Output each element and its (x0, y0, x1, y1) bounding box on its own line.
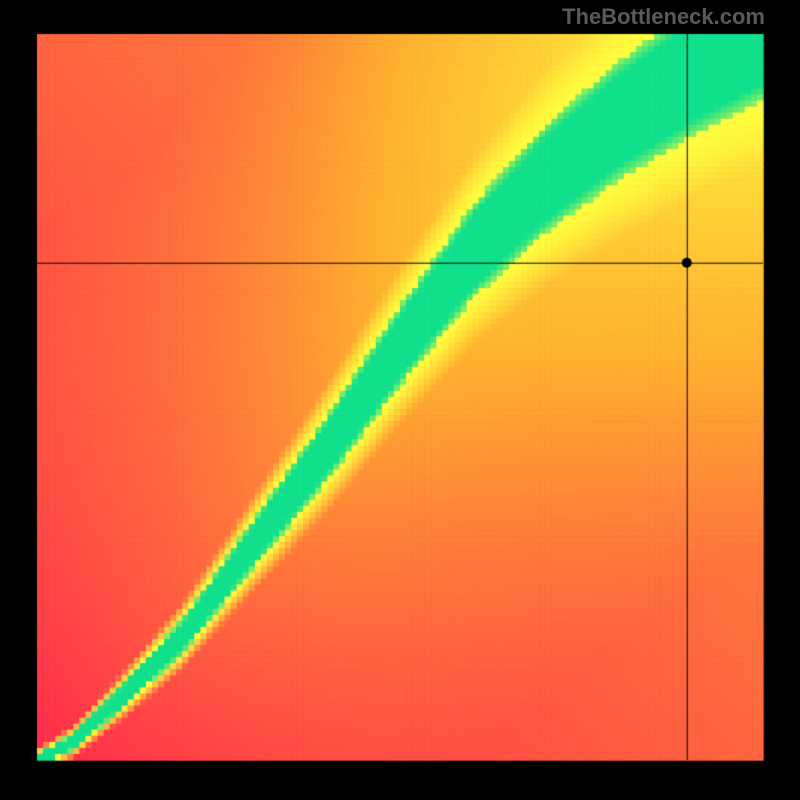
bottleneck-heatmap (0, 0, 800, 800)
attribution-text: TheBottleneck.com (562, 4, 765, 30)
chart-container: TheBottleneck.com (0, 0, 800, 800)
